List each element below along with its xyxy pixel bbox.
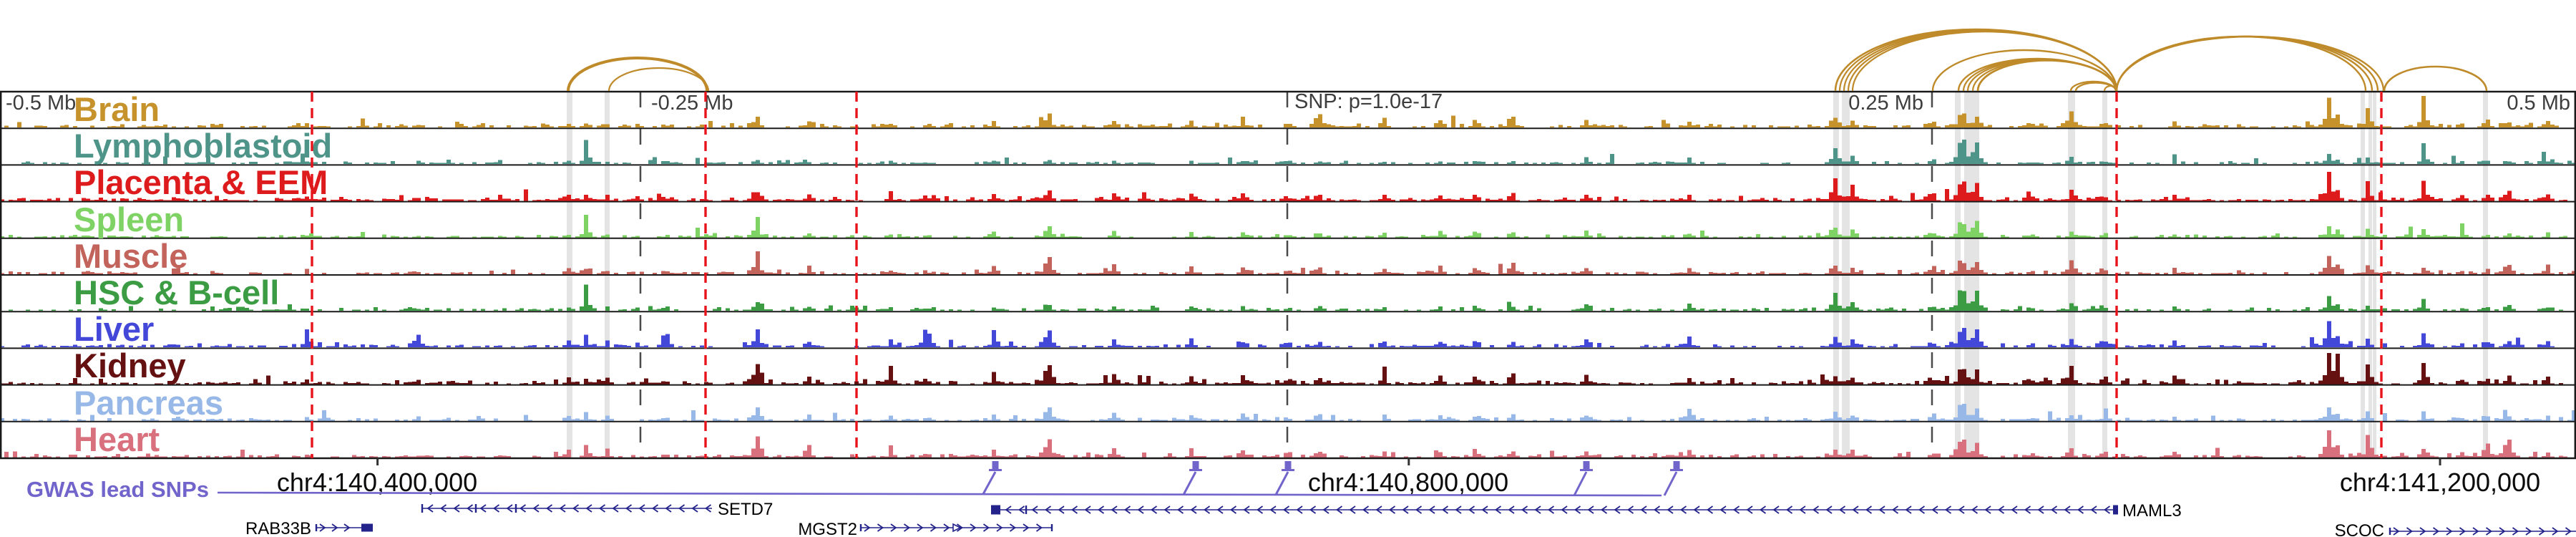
svg-text:Muscle: Muscle (74, 237, 187, 275)
svg-text:chr4:141,200,000: chr4:141,200,000 (2340, 468, 2540, 497)
svg-text:SNP: p=1.0e-17: SNP: p=1.0e-17 (1294, 90, 1443, 113)
svg-text:MAML3: MAML3 (2122, 501, 2182, 521)
svg-text:0.5 Mb: 0.5 Mb (2507, 92, 2570, 115)
svg-text:chr4:140,800,000: chr4:140,800,000 (1308, 468, 1508, 497)
svg-text:Lymphoblastoid: Lymphoblastoid (74, 127, 332, 165)
svg-text:Kidney: Kidney (74, 347, 186, 384)
svg-text:RAB33B: RAB33B (245, 519, 311, 537)
svg-text:Heart: Heart (74, 420, 160, 458)
svg-text:SCOC: SCOC (2335, 521, 2384, 537)
svg-text:Liver: Liver (74, 310, 154, 348)
svg-text:Placenta & EEM: Placenta & EEM (74, 163, 328, 201)
svg-text:GWAS lead SNPs: GWAS lead SNPs (26, 477, 209, 502)
svg-text:MGST2: MGST2 (798, 520, 857, 537)
svg-text:-0.25 Mb: -0.25 Mb (651, 92, 733, 115)
svg-text:SETD7: SETD7 (718, 500, 773, 519)
svg-text:Brain: Brain (74, 90, 160, 128)
svg-text:Spleen: Spleen (74, 200, 184, 238)
svg-text:0.25 Mb: 0.25 Mb (1848, 92, 1923, 115)
svg-text:Pancreas: Pancreas (74, 384, 223, 422)
svg-text:HSC & B-cell: HSC & B-cell (74, 274, 279, 311)
svg-text:-0.5 Mb: -0.5 Mb (6, 92, 76, 115)
